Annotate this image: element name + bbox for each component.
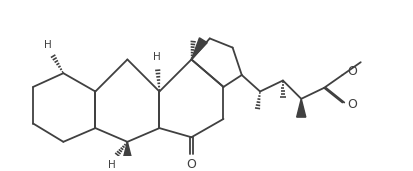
Polygon shape bbox=[123, 142, 132, 160]
Text: O: O bbox=[186, 158, 196, 171]
Text: H: H bbox=[108, 160, 116, 170]
Text: H: H bbox=[152, 52, 160, 62]
Polygon shape bbox=[296, 99, 305, 117]
Text: H: H bbox=[44, 40, 52, 50]
Polygon shape bbox=[191, 38, 207, 60]
Text: O: O bbox=[346, 65, 356, 78]
Text: O: O bbox=[346, 98, 356, 111]
